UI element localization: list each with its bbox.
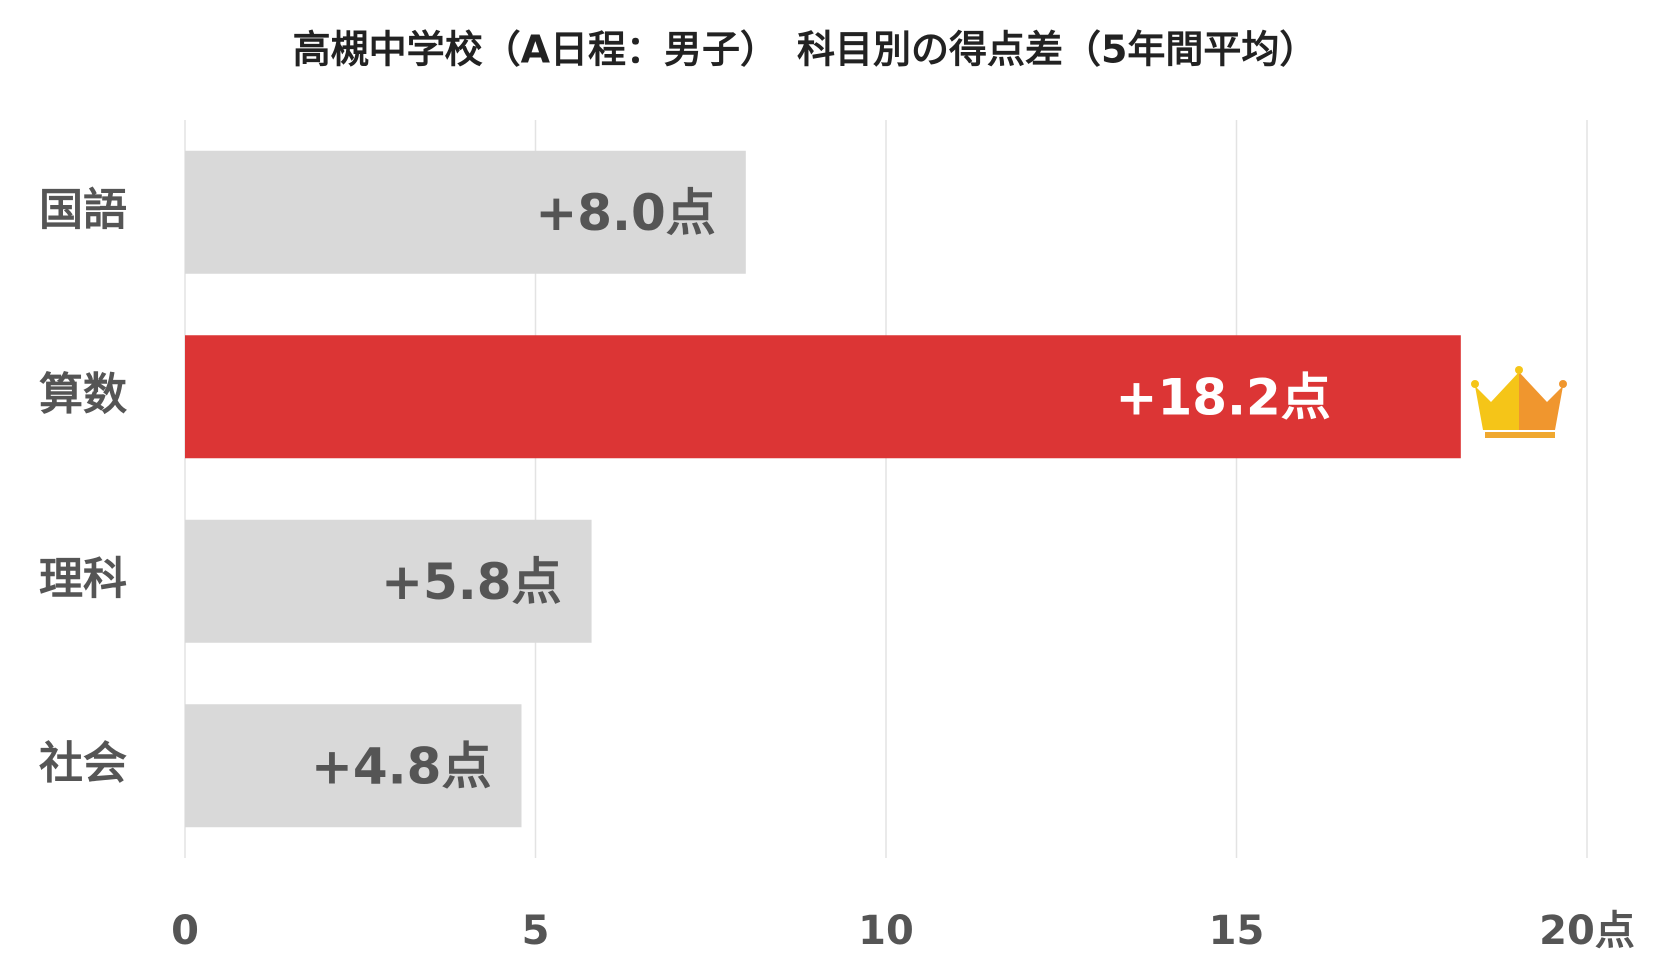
- x-tick-label: 0: [171, 908, 199, 954]
- x-tick-label: 10: [858, 908, 914, 954]
- bar: [185, 335, 1461, 459]
- x-tick-label: 20点: [1539, 908, 1635, 954]
- value-label: +5.8点: [381, 553, 561, 611]
- value-label: +8.0点: [535, 184, 715, 242]
- bar: [185, 519, 592, 643]
- y-tick-label: 算数: [39, 369, 127, 420]
- bar: [185, 150, 746, 274]
- crown-icon: [1471, 366, 1567, 438]
- x-tick-label: 15: [1209, 908, 1265, 954]
- x-tick-label: 5: [522, 908, 550, 954]
- y-tick-label: 国語: [39, 184, 127, 235]
- bar: [185, 704, 522, 828]
- y-tick-label: 理科: [39, 553, 127, 604]
- value-label: +4.8点: [311, 737, 491, 795]
- chart-title: 高槻中学校（A日程：男子） 科目別の得点差（5年間平均）: [293, 28, 1318, 72]
- value-label: +18.2点: [1116, 368, 1331, 426]
- y-tick-label: 社会: [39, 738, 127, 789]
